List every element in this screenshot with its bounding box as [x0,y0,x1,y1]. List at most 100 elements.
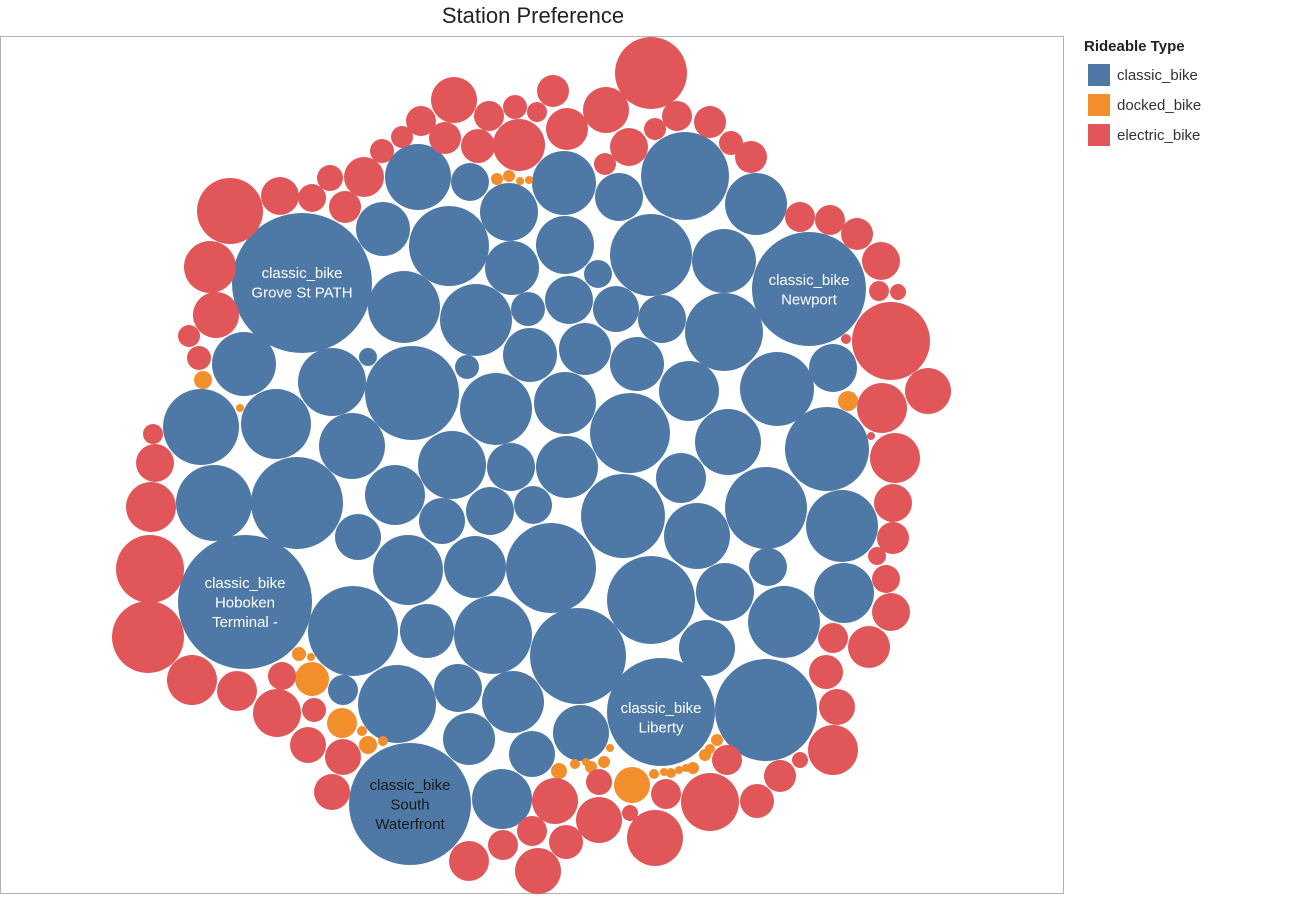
bubble-docked-bike[interactable] [307,653,315,661]
bubble-electric-bike[interactable] [862,242,900,280]
bubble-electric-bike[interactable] [610,128,648,166]
bubble-classic-bike[interactable] [536,216,594,274]
bubble-classic-bike[interactable] [480,183,538,241]
bubble-classic-bike[interactable] [212,332,276,396]
bubble-electric-bike[interactable] [391,126,413,148]
bubble-docked-bike[interactable] [675,766,683,774]
bubble-electric-bike[interactable] [217,671,257,711]
bubble-electric-bike[interactable] [576,797,622,843]
bubble-classic-bike[interactable] [178,535,312,669]
bubble-docked-bike[interactable] [551,763,567,779]
bubble-electric-bike[interactable] [193,292,239,338]
bubble-classic-bike[interactable] [359,348,377,366]
bubble-classic-bike[interactable] [715,659,817,761]
bubble-electric-bike[interactable] [874,484,912,522]
bubble-classic-bike[interactable] [641,132,729,220]
bubble-classic-bike[interactable] [487,443,535,491]
bubble-docked-bike[interactable] [292,647,306,661]
bubble-electric-bike[interactable] [314,774,350,810]
bubble-classic-bike[interactable] [251,457,343,549]
bubble-docked-bike[interactable] [516,177,524,185]
bubble-classic-bike[interactable] [749,548,787,586]
bubble-classic-bike[interactable] [590,393,670,473]
bubble-classic-bike[interactable] [418,431,486,499]
bubble-classic-bike[interactable] [593,286,639,332]
bubble-electric-bike[interactable] [532,778,578,824]
bubble-classic-bike[interactable] [454,596,532,674]
bubble-electric-bike[interactable] [735,141,767,173]
bubble-classic-bike[interactable] [748,586,820,658]
bubble-electric-bike[interactable] [890,284,906,300]
bubble-classic-bike[interactable] [365,465,425,525]
bubble-docked-bike[interactable] [236,404,244,412]
legend-item-docked-bike[interactable]: docked_bike [1084,90,1201,120]
bubble-docked-bike[interactable] [606,744,614,752]
bubble-electric-bike[interactable] [527,102,547,122]
bubble-electric-bike[interactable] [809,655,843,689]
bubble-docked-bike[interactable] [525,176,533,184]
bubble-electric-bike[interactable] [317,165,343,191]
bubble-electric-bike[interactable] [126,482,176,532]
bubble-electric-bike[interactable] [325,739,361,775]
bubble-electric-bike[interactable] [877,522,909,554]
bubble-electric-bike[interactable] [261,177,299,215]
bubble-electric-bike[interactable] [785,202,815,232]
bubble-docked-bike[interactable] [194,371,212,389]
bubble-electric-bike[interactable] [651,779,681,809]
bubble-electric-bike[interactable] [143,424,163,444]
bubble-docked-bike[interactable] [491,173,503,185]
bubble-electric-bike[interactable] [594,153,616,175]
bubble-electric-bike[interactable] [187,346,211,370]
bubble-electric-bike[interactable] [493,119,545,171]
bubble-electric-bike[interactable] [253,689,301,737]
bubble-docked-bike[interactable] [295,662,329,696]
bubble-classic-bike[interactable] [349,743,471,865]
bubble-classic-bike[interactable] [581,474,665,558]
bubble-docked-bike[interactable] [666,768,676,778]
bubble-electric-bike[interactable] [694,106,726,138]
bubble-electric-bike[interactable] [841,218,873,250]
bubble-electric-bike[interactable] [546,108,588,150]
bubble-classic-bike[interactable] [163,389,239,465]
bubble-electric-bike[interactable] [857,383,907,433]
bubble-electric-bike[interactable] [406,106,436,136]
bubble-electric-bike[interactable] [429,122,461,154]
bubble-electric-bike[interactable] [719,131,743,155]
legend-item-electric-bike[interactable]: electric_bike [1084,120,1201,150]
bubble-classic-bike[interactable] [814,563,874,623]
bubble-electric-bike[interactable] [622,805,638,821]
bubble-electric-bike[interactable] [848,626,890,668]
bubble-electric-bike[interactable] [583,87,629,133]
bubble-classic-bike[interactable] [385,144,451,210]
bubble-docked-bike[interactable] [327,708,357,738]
bubble-classic-bike[interactable] [664,503,730,569]
bubble-classic-bike[interactable] [444,536,506,598]
bubble-classic-bike[interactable] [358,665,436,743]
bubble-classic-bike[interactable] [373,535,443,605]
bubble-classic-bike[interactable] [559,323,611,375]
bubble-classic-bike[interactable] [440,284,512,356]
bubble-electric-bike[interactable] [290,727,326,763]
bubble-classic-bike[interactable] [610,214,692,296]
bubble-electric-bike[interactable] [615,37,687,109]
bubble-electric-bike[interactable] [841,334,851,344]
bubble-classic-bike[interactable] [466,487,514,535]
bubble-classic-bike[interactable] [419,498,465,544]
bubble-docked-bike[interactable] [660,768,668,776]
bubble-electric-bike[interactable] [549,825,583,859]
bubble-classic-bike[interactable] [485,241,539,295]
bubble-classic-bike[interactable] [368,271,440,343]
bubble-classic-bike[interactable] [451,163,489,201]
bubble-classic-bike[interactable] [328,675,358,705]
bubble-classic-bike[interactable] [482,671,544,733]
bubble-classic-bike[interactable] [553,705,609,761]
bubble-electric-bike[interactable] [872,565,900,593]
bubble-docked-bike[interactable] [649,769,659,779]
bubble-electric-bike[interactable] [112,601,184,673]
bubble-electric-bike[interactable] [815,205,845,235]
bubble-classic-bike[interactable] [443,713,495,765]
bubble-electric-bike[interactable] [819,689,855,725]
bubble-classic-bike[interactable] [659,361,719,421]
bubble-classic-bike[interactable] [511,292,545,326]
bubble-electric-bike[interactable] [474,101,504,131]
